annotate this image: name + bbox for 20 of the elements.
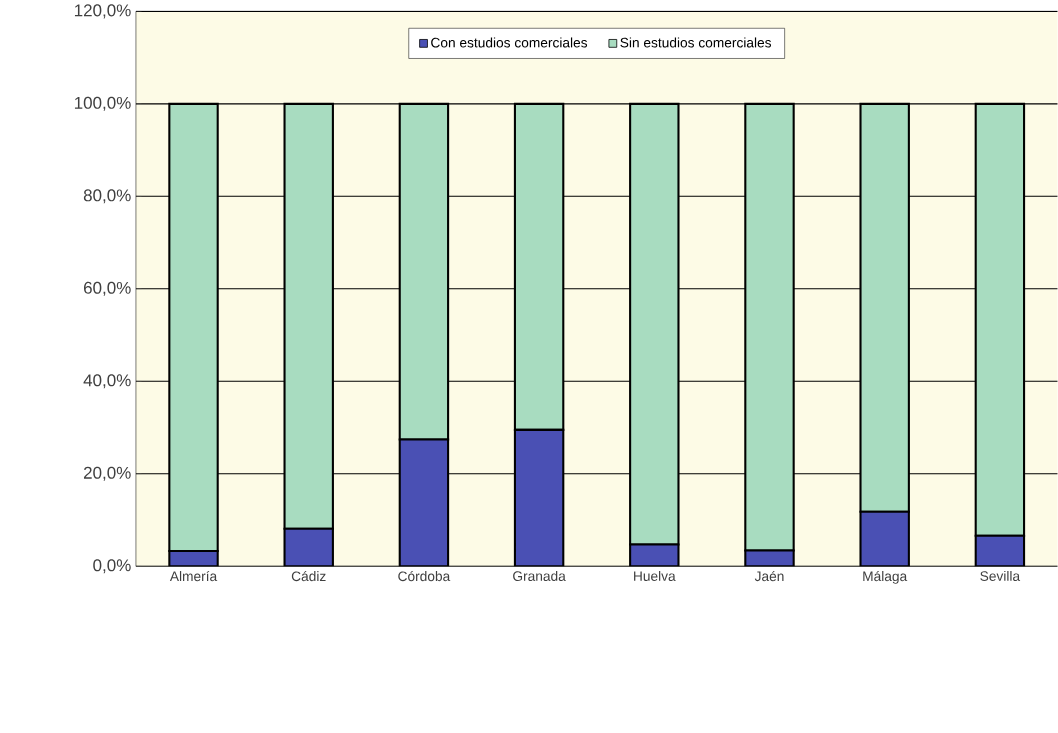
y-tick-label: 100,0% xyxy=(74,96,131,111)
bar xyxy=(398,438,450,567)
x-tick-label: Jaén xyxy=(754,571,784,582)
x-tick-label: Granada xyxy=(513,571,566,582)
x-tick-label: Córdoba xyxy=(398,571,451,582)
x-tick-label: Almería xyxy=(169,571,218,582)
x-tick-label: Málaga xyxy=(863,571,908,584)
y-tick-label: 0,0% xyxy=(93,559,131,574)
x-tick-label: Sevilla xyxy=(980,571,1021,582)
y-tick-label: 20,0% xyxy=(83,466,131,481)
legend-label: Sin estudios comerciales xyxy=(620,37,772,48)
y-tick-label: 80,0% xyxy=(83,189,131,204)
x-tick-label: Cádiz xyxy=(291,571,326,582)
y-tick-label: 40,0% xyxy=(83,374,131,389)
bar xyxy=(513,428,565,567)
bar xyxy=(859,510,910,567)
legend-label: Con estudios comerciales xyxy=(431,37,588,48)
y-tick-label: 60,0% xyxy=(83,281,131,296)
y-tick-label: 120,0% xyxy=(74,4,131,19)
x-tick-label: Huelva xyxy=(634,571,676,582)
